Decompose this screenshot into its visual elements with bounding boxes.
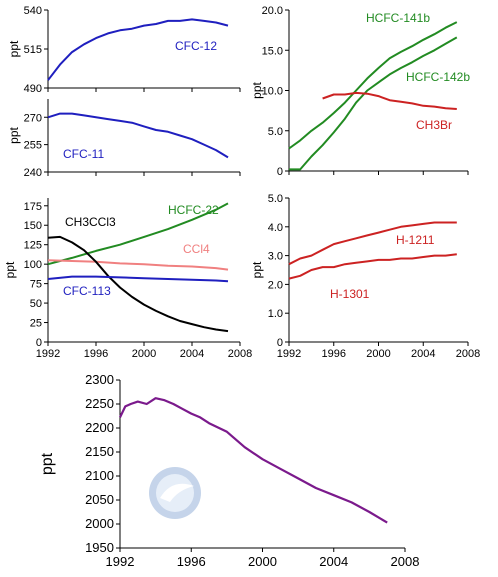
label-ccl4: CCl4 — [183, 242, 210, 256]
y-tick-label: 1950 — [85, 540, 114, 555]
y-axis-label: ppt — [250, 81, 264, 98]
y-tick-label: 255 — [24, 140, 42, 152]
y-axis-label: ppt — [7, 126, 21, 143]
y-tick-label: 0 — [36, 337, 42, 349]
y-tick-label: 2.0 — [268, 279, 283, 291]
series-line-cfc-11 — [47, 112, 229, 159]
series-line-h-1301 — [288, 253, 457, 280]
y-tick-label: 0 — [277, 166, 283, 178]
label-hcfc141b: HCFC-141b — [366, 11, 430, 25]
y-tick-label: 2250 — [85, 396, 114, 411]
x-tick-label: 2000 — [248, 554, 277, 569]
label-hcfc22: HCFC-22 — [168, 203, 219, 217]
y-tick-label: 4.0 — [268, 222, 283, 234]
y-tick-label: 50 — [30, 298, 42, 310]
x-tick-label: 2000 — [132, 348, 156, 360]
y-tick-label: 75 — [30, 279, 42, 291]
y-axis-label: ppt — [7, 40, 21, 57]
noaa-logo — [149, 467, 201, 519]
y-tick-label: 100 — [24, 259, 42, 271]
chart-hcfc: 0 5.0 10.0 15.0 20.0 ppt — [250, 5, 469, 178]
series-line-hcfc-22 — [47, 202, 229, 266]
y-tick-label: 5.0 — [268, 193, 283, 205]
series-line-cfc-113 — [47, 275, 229, 283]
y-tick-label: 240 — [24, 167, 42, 179]
label-cfc113: CFC-113 — [63, 284, 111, 298]
series-line-hcfc-141b — [288, 21, 458, 150]
x-tick-label: 1996 — [177, 554, 206, 569]
y-tick-label: 2300 — [85, 372, 114, 387]
x-tick-label: 2008 — [228, 348, 252, 360]
y-tick-label: 2150 — [85, 444, 114, 459]
y-tick-label: 2100 — [85, 468, 114, 483]
x-tick-label: 2000 — [366, 348, 390, 360]
chart-mixed: 0 25 50 75 100 125 150 175 1992 1996 2000 2004 2008 p… — [3, 198, 252, 360]
label-cfc11: CFC-11 — [63, 147, 104, 161]
y-axis-label: ppt — [39, 452, 56, 475]
series-line-ch3br — [322, 91, 457, 110]
series-line-h-1211 — [288, 221, 457, 266]
chart-halons: 0 1.0 2.0 3.0 4.0 5.0 1992 1996 2000 2004 2008 ppt — [250, 193, 480, 360]
x-tick-label: 2008 — [391, 554, 420, 569]
y-tick-label: 15.0 — [262, 45, 283, 57]
y-tick-label: 2050 — [85, 492, 114, 507]
x-tick-label: 1992 — [106, 554, 135, 569]
y-tick-label: 150 — [24, 220, 42, 232]
series-line-ccl4 — [47, 259, 229, 271]
label-ch3br: CH3Br — [416, 118, 452, 132]
label-cfc12: CFC-12 — [175, 39, 217, 53]
series-line-ch3ccl3 — [47, 235, 229, 333]
x-tick-label: 2004 — [180, 348, 204, 360]
y-tick-label: 2200 — [85, 420, 114, 435]
y-tick-label: 175 — [24, 201, 42, 213]
y-tick-label: 1.0 — [268, 308, 283, 320]
x-tick-label: 2008 — [456, 348, 480, 360]
x-tick-label: 1992 — [36, 348, 60, 360]
y-tick-label: 490 — [24, 83, 42, 95]
x-tick-label: 2004 — [411, 348, 435, 360]
chart-cfc12: 490 515 540 ppt — [7, 5, 241, 95]
y-tick-label: 5.0 — [268, 126, 283, 138]
y-axis-label: ppt — [3, 261, 17, 278]
label-ch3ccl3: CH3CCl3 — [65, 215, 116, 229]
series-line-hcfc-142b — [289, 36, 458, 171]
y-tick-label: 270 — [24, 112, 42, 124]
x-tick-label: 1992 — [277, 348, 301, 360]
label-h1211: H-1211 — [396, 233, 435, 247]
y-tick-label: 10.0 — [262, 86, 283, 98]
y-axis-label: ppt — [250, 261, 264, 278]
y-tick-label: 540 — [24, 5, 42, 17]
y-tick-label: 20.0 — [262, 5, 283, 17]
x-tick-label: 1996 — [322, 348, 346, 360]
series-line-total-0 — [119, 397, 388, 524]
label-h1301: H-1301 — [330, 287, 370, 301]
y-tick-label: 125 — [24, 240, 42, 252]
y-tick-label: 515 — [24, 44, 42, 56]
y-tick-label: 2000 — [85, 516, 114, 531]
y-tick-label: 0 — [277, 337, 283, 349]
y-tick-label: 25 — [30, 318, 42, 330]
label-hcfc142b: HCFC-142b — [406, 70, 470, 84]
series-line-cfc-12 — [47, 18, 229, 81]
chart-total: 1950 2000 2050 2100 2150 2200 2250 2300 1992 1996… — [39, 372, 419, 569]
x-tick-label: 1996 — [84, 348, 108, 360]
y-tick-label: 3.0 — [268, 251, 283, 263]
x-tick-label: 2004 — [319, 554, 348, 569]
